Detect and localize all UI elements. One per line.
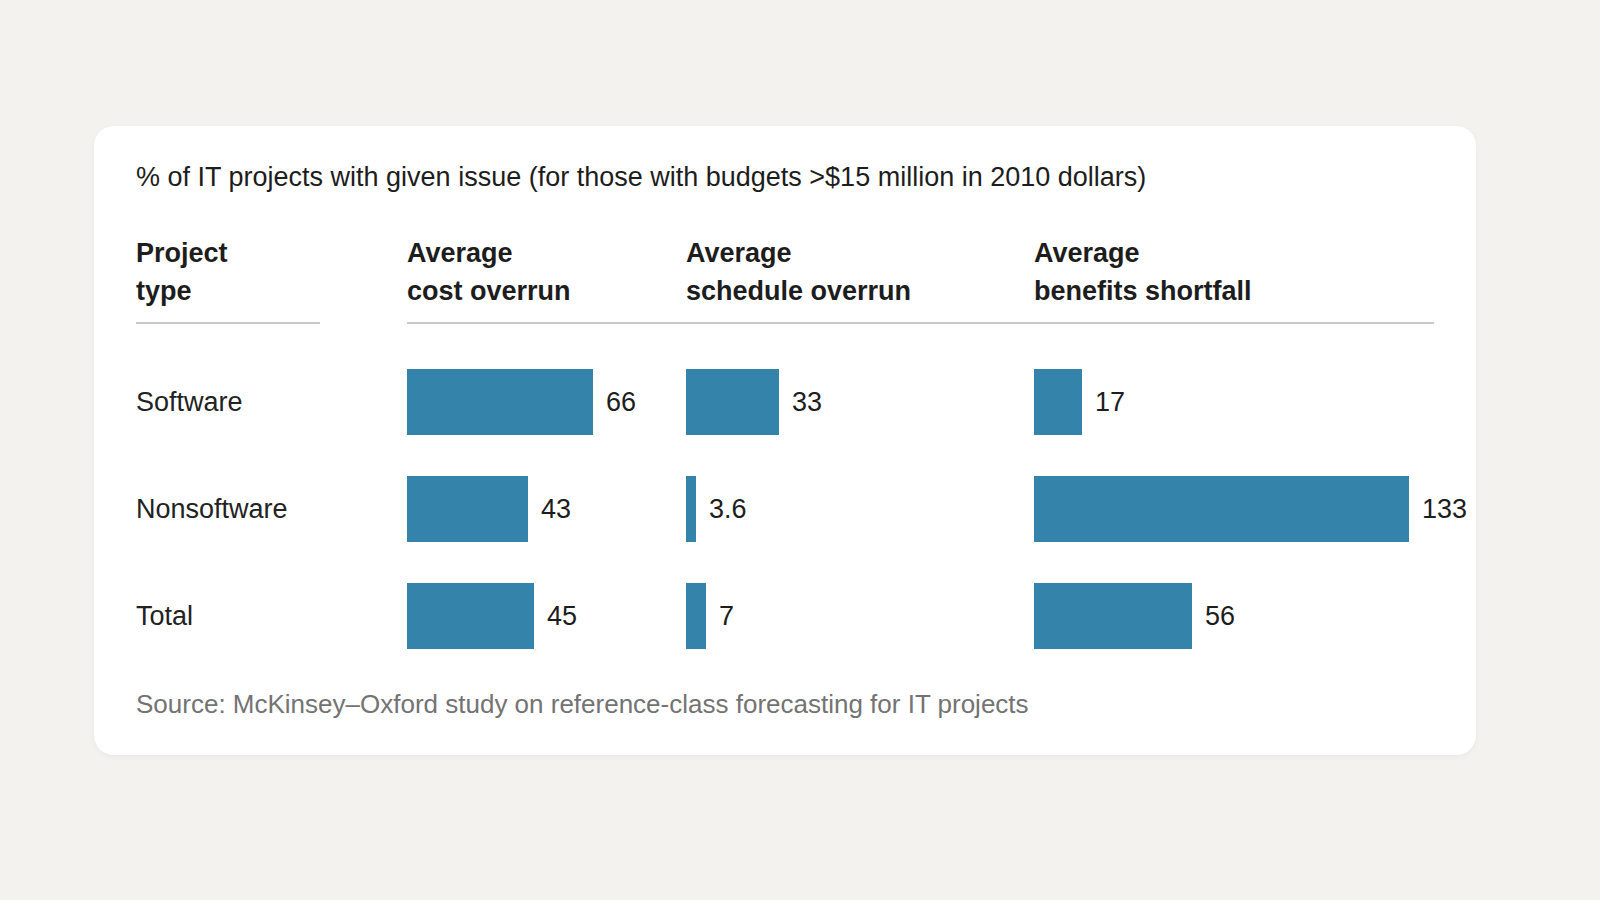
cell-software-schedule-overrun: 33 xyxy=(686,369,822,435)
cell-software-cost-overrun: 66 xyxy=(407,369,636,435)
column-header-line: type xyxy=(136,272,228,310)
source-note: Source: McKinsey–Oxford study on referen… xyxy=(136,689,1029,720)
bar-nonsoftware-cost-overrun xyxy=(407,476,528,542)
column-header-benefits-shortfall: Average benefits shortfall xyxy=(1034,234,1252,310)
column-header-line: benefits shortfall xyxy=(1034,272,1252,310)
chart-row-nonsoftware: Nonsoftware 43 3.6 133 xyxy=(94,476,1476,542)
bar-value-label: 45 xyxy=(547,601,577,632)
chart-card: % of IT projects with given issue (for t… xyxy=(94,126,1476,755)
bar-value-label: 3.6 xyxy=(709,494,747,525)
cell-total-cost-overrun: 45 xyxy=(407,583,577,649)
row-label-total: Total xyxy=(136,601,193,632)
bar-value-label: 66 xyxy=(606,387,636,418)
header-rule-project-type xyxy=(136,322,320,324)
chart-row-software: Software 66 33 17 xyxy=(94,369,1476,435)
cell-total-benefits-shortfall: 56 xyxy=(1034,583,1235,649)
cell-total-schedule-overrun: 7 xyxy=(686,583,734,649)
cell-nonsoftware-schedule-overrun: 3.6 xyxy=(686,476,747,542)
bar-nonsoftware-schedule-overrun xyxy=(686,476,696,542)
bar-value-label: 33 xyxy=(792,387,822,418)
column-header-cost-overrun: Average cost overrun xyxy=(407,234,571,310)
bar-value-label: 7 xyxy=(719,601,734,632)
bar-nonsoftware-benefits-shortfall xyxy=(1034,476,1409,542)
header-rule-data-columns xyxy=(407,322,1434,324)
bar-total-cost-overrun xyxy=(407,583,534,649)
bar-value-label: 133 xyxy=(1422,494,1467,525)
column-header-schedule-overrun: Average schedule overrun xyxy=(686,234,911,310)
cell-nonsoftware-cost-overrun: 43 xyxy=(407,476,571,542)
bar-software-benefits-shortfall xyxy=(1034,369,1082,435)
column-header-line: Project xyxy=(136,234,228,272)
chart-row-total: Total 45 7 56 xyxy=(94,583,1476,649)
column-header-line: schedule overrun xyxy=(686,272,911,310)
column-header-line: Average xyxy=(1034,234,1252,272)
row-label-software: Software xyxy=(136,387,243,418)
bar-total-benefits-shortfall xyxy=(1034,583,1192,649)
bar-value-label: 17 xyxy=(1095,387,1125,418)
row-label-nonsoftware: Nonsoftware xyxy=(136,494,288,525)
cell-nonsoftware-benefits-shortfall: 133 xyxy=(1034,476,1467,542)
column-header-project-type: Project type xyxy=(136,234,228,310)
bar-software-cost-overrun xyxy=(407,369,593,435)
column-header-line: Average xyxy=(686,234,911,272)
bar-software-schedule-overrun xyxy=(686,369,779,435)
cell-software-benefits-shortfall: 17 xyxy=(1034,369,1125,435)
column-header-line: Average xyxy=(407,234,571,272)
bar-total-schedule-overrun xyxy=(686,583,706,649)
chart-title: % of IT projects with given issue (for t… xyxy=(136,160,1146,194)
bar-value-label: 43 xyxy=(541,494,571,525)
bar-value-label: 56 xyxy=(1205,601,1235,632)
column-header-line: cost overrun xyxy=(407,272,571,310)
